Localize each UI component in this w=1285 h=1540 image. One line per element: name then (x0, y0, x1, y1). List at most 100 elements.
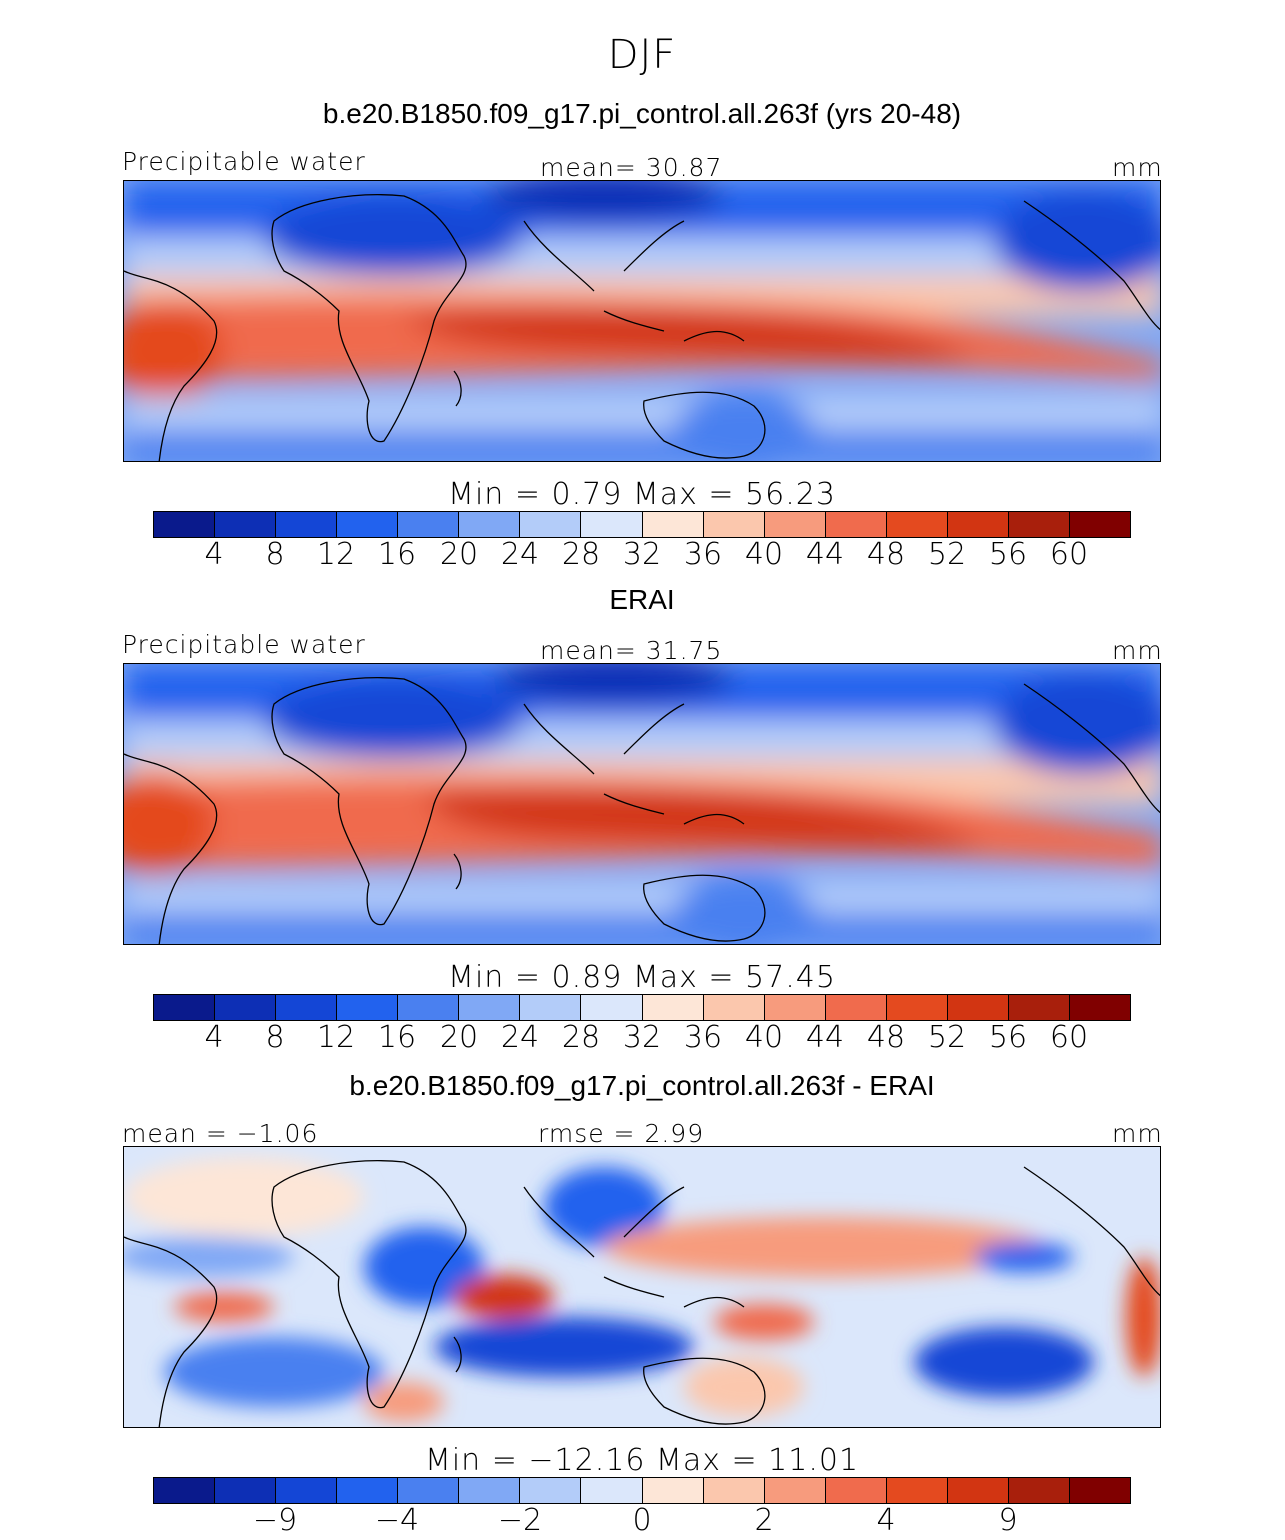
colorbar-2-box (886, 995, 948, 1020)
figure-title: DJF (607, 32, 677, 78)
colorbar-3-ticks: −9 −4 −2 0 2 4 9 (0, 1503, 1285, 1540)
panel-1-mean-label: mean= 30.87 (540, 153, 723, 182)
colorbar-1-tick: 56 (988, 537, 1028, 572)
colorbar-2-tick: 52 (927, 1020, 967, 1055)
colorbar-1-tick: 16 (377, 537, 417, 572)
colorbar-3-tick: −4 (374, 1503, 420, 1538)
panel-3-map (123, 1146, 1161, 1428)
colorbar-2-box (581, 995, 643, 1020)
colorbar-1-box (1069, 512, 1130, 537)
colorbar-1 (153, 511, 1131, 538)
colorbar-1-box (703, 512, 765, 537)
colorbar-1-tick: 4 (204, 537, 224, 572)
panel-2-variable-label: Precipitable water (122, 630, 366, 659)
colorbar-3-tick: 4 (876, 1503, 896, 1538)
colorbar-2-box (703, 995, 765, 1020)
colorbar-2-tick: 40 (744, 1020, 784, 1055)
colorbar-1-tick: 48 (866, 537, 906, 572)
colorbar-3-tick: 0 (632, 1503, 652, 1538)
colorbar-2-box (520, 995, 582, 1020)
panel-1-minmax: Min = 0.79 Max = 56.23 (448, 477, 836, 512)
colorbar-2-box (215, 995, 277, 1020)
colorbar-2-box (1069, 995, 1130, 1020)
colorbar-2-tick: 60 (1049, 1020, 1089, 1055)
panel-1-coastlines (124, 194, 1160, 461)
colorbar-1-tick: 44 (805, 537, 845, 572)
colorbar-3-box (520, 1478, 582, 1503)
colorbar-2-tick: 12 (316, 1020, 356, 1055)
panel-3-title: b.e20.B1850.f09_g17.pi_control.all.263f … (349, 1070, 935, 1101)
colorbar-2-tick: 56 (988, 1020, 1028, 1055)
colorbar-3-box (337, 1478, 399, 1503)
colorbar-1-tick: 52 (927, 537, 967, 572)
colorbar-2-tick: 28 (561, 1020, 601, 1055)
panel-3-field (124, 1157, 1160, 1422)
panel-2-title: ERAI (609, 584, 675, 615)
panel-2-mean-label: mean= 31.75 (540, 636, 723, 665)
colorbar-3-tick: −9 (252, 1503, 298, 1538)
colorbar-1-box (764, 512, 826, 537)
colorbar-1-tick: 36 (683, 537, 723, 572)
panel-2-minmax: Min = 0.89 Max = 57.45 (448, 960, 836, 995)
colorbar-3-box (764, 1478, 826, 1503)
panel-1-variable-label: Precipitable water (122, 147, 366, 176)
colorbar-3-box (154, 1478, 216, 1503)
colorbar-3-box (1008, 1478, 1070, 1503)
colorbar-1-box (642, 512, 704, 537)
colorbar-2-box (1008, 995, 1070, 1020)
colorbar-1-box (276, 512, 338, 537)
colorbar-1-tick: 24 (500, 537, 540, 572)
colorbar-3-box (886, 1478, 948, 1503)
colorbar-3-box (215, 1478, 277, 1503)
panel-1-title: b.e20.B1850.f09_g17.pi_control.all.263f … (322, 98, 962, 129)
colorbar-2-tick: 16 (377, 1020, 417, 1055)
colorbar-1-box (459, 512, 521, 537)
panel-3-units-label: mm (1112, 1119, 1163, 1148)
colorbar-1-tick: 12 (316, 537, 356, 572)
colorbar-2-tick: 44 (805, 1020, 845, 1055)
colorbar-1-box (1008, 512, 1070, 537)
panel-2-units-label: mm (1112, 636, 1163, 665)
colorbar-1-tick: 60 (1049, 537, 1089, 572)
colorbar-3-box (947, 1478, 1009, 1503)
colorbar-1-tick: 28 (561, 537, 601, 572)
colorbar-1-box (337, 512, 399, 537)
colorbar-3-box (825, 1478, 887, 1503)
colorbar-3-box (703, 1478, 765, 1503)
colorbar-3-box (398, 1478, 460, 1503)
colorbar-3-tick: 2 (754, 1503, 774, 1538)
colorbar-2-tick: 24 (500, 1020, 540, 1055)
panel-3-rmse-label: rmse = 2.99 (538, 1119, 705, 1148)
colorbar-3-box (459, 1478, 521, 1503)
colorbar-3-tick: −2 (497, 1503, 543, 1538)
colorbar-2-tick: 32 (622, 1020, 662, 1055)
colorbar-1-tick: 8 (265, 537, 285, 572)
colorbar-3-box (581, 1478, 643, 1503)
colorbar-2 (153, 994, 1131, 1021)
panel-2-coastlines (124, 677, 1160, 944)
colorbar-2-tick: 48 (866, 1020, 906, 1055)
colorbar-2-ticks: 4 8 12 16 20 24 28 32 36 40 44 48 52 56 … (0, 1020, 1285, 1060)
colorbar-3-box (1069, 1478, 1130, 1503)
colorbar-1-box (886, 512, 948, 537)
colorbar-2-tick: 20 (439, 1020, 479, 1055)
panel-3-mean-label: mean = −1.06 (122, 1119, 319, 1148)
panel-2-map (123, 663, 1161, 945)
colorbar-2-box (459, 995, 521, 1020)
colorbar-1-tick: 20 (439, 537, 479, 572)
colorbar-2-tick: 4 (204, 1020, 224, 1055)
colorbar-2-box (642, 995, 704, 1020)
colorbar-3-tick: 9 (998, 1503, 1018, 1538)
colorbar-1-box (215, 512, 277, 537)
colorbar-1-box (398, 512, 460, 537)
colorbar-1-tick: 40 (744, 537, 784, 572)
panel-3-minmax: Min = −12.16 Max = 11.01 (424, 1443, 860, 1478)
colorbar-3 (153, 1477, 1131, 1504)
panel-1-map (123, 180, 1161, 462)
colorbar-1-box (825, 512, 887, 537)
colorbar-1-box (947, 512, 1009, 537)
colorbar-1-ticks: 4 8 12 16 20 24 28 32 36 40 44 48 52 56 … (0, 537, 1285, 577)
colorbar-2-box (764, 995, 826, 1020)
colorbar-2-tick: 36 (683, 1020, 723, 1055)
colorbar-1-box (581, 512, 643, 537)
